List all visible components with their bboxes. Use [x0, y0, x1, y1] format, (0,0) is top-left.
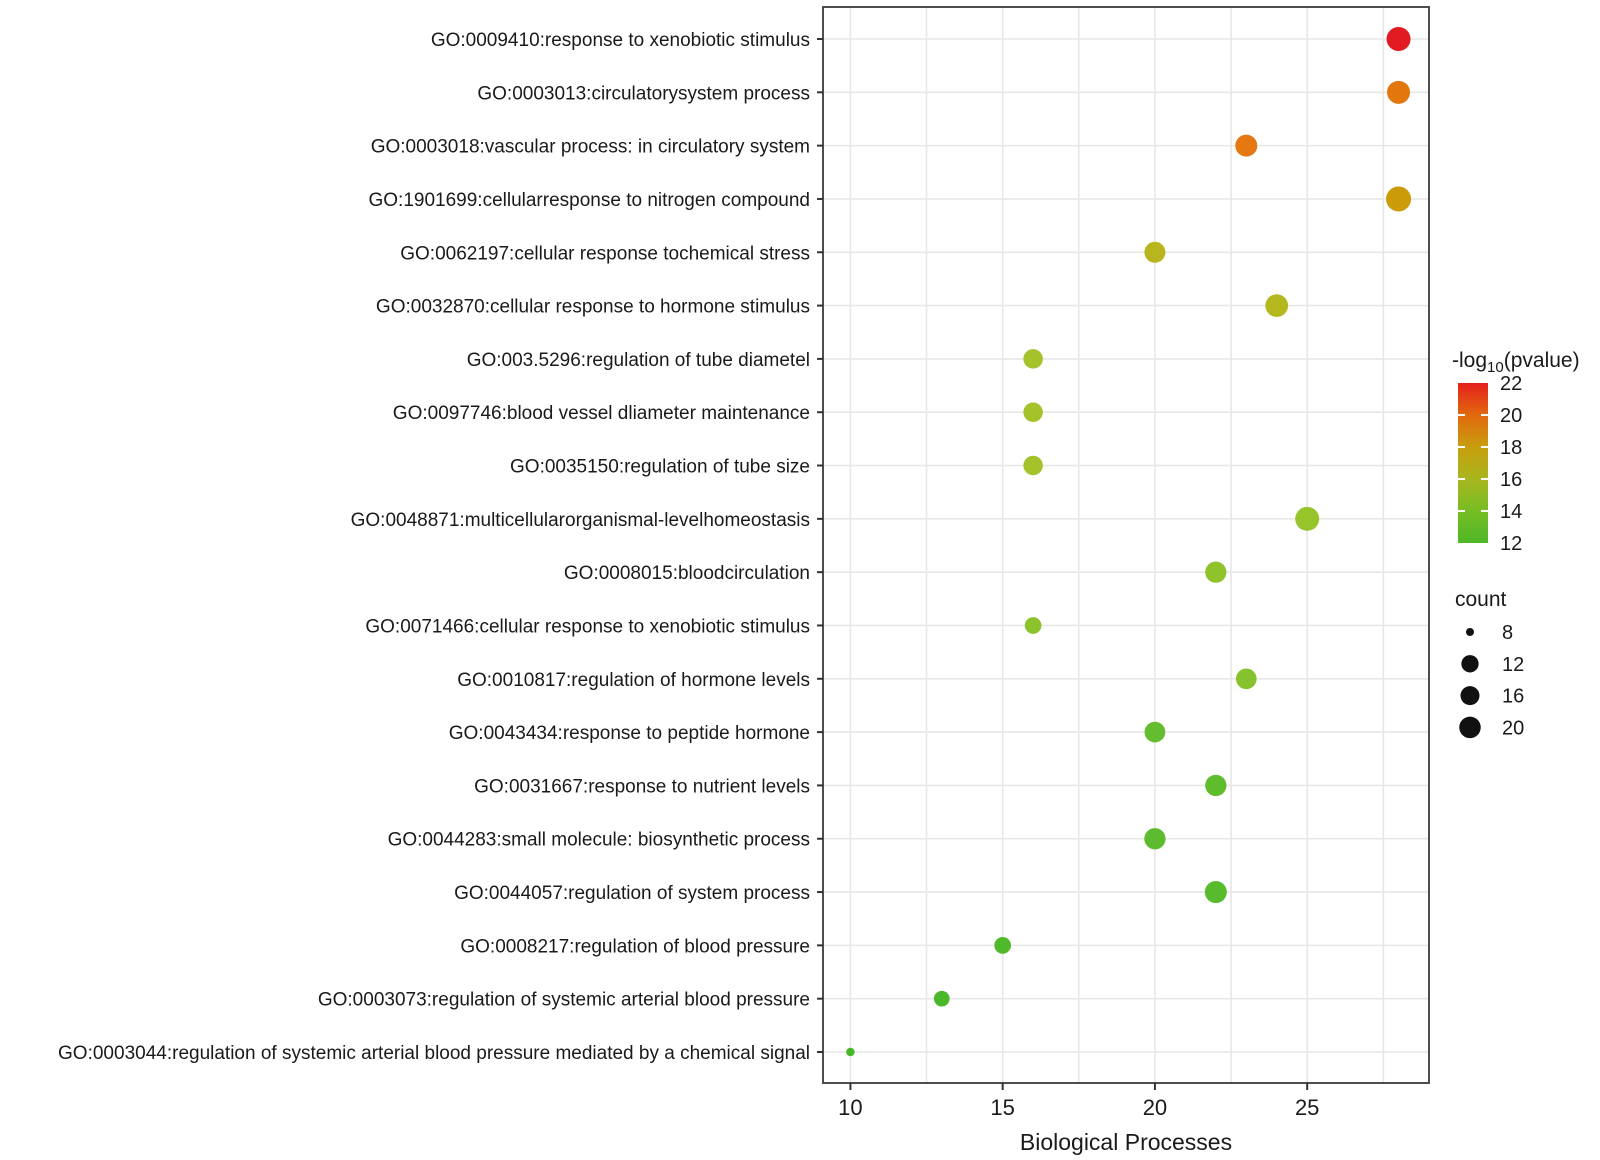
data-point — [1024, 617, 1042, 634]
data-point — [994, 937, 1012, 954]
gridlines — [823, 7, 1429, 1083]
y-axis-label: GO:0009410:response to xenobiotic stimul… — [431, 30, 810, 51]
data-point — [1144, 241, 1166, 263]
colorbar-labels: 22 20 18 16 14 12 — [1500, 373, 1522, 555]
y-axis-label: GO:0003013:circulatorysystem process — [477, 83, 810, 104]
x-axis-tick-label: 10 — [838, 1095, 862, 1120]
y-axis-label: GO:0097746:blood vessel dliameter mainte… — [393, 403, 810, 424]
y-axis-label: GO:0003044:regulation of systemic arteri… — [58, 1043, 810, 1064]
size-legend-label: 16 — [1502, 686, 1524, 708]
data-point — [846, 1047, 855, 1057]
plot-panel-border — [822, 6, 1430, 1084]
size-legend-entries: 8 12 16 20 — [1459, 622, 1524, 739]
size-legend-dot — [1460, 686, 1480, 706]
data-point — [1265, 294, 1289, 317]
size-legend-dot — [1461, 655, 1479, 673]
y-axis-label: GO:003.5296:regulation of tube diametel — [467, 350, 810, 371]
pvalue-color-legend: -log10(pvalue) 22 20 18 16 14 12 — [1452, 349, 1580, 555]
y-axis-label: GO:0048871:multicellularorganismal-level… — [351, 510, 810, 531]
y-axis-label: GO:0003018:vascular process: in circulat… — [371, 137, 810, 158]
colorbar-tick-label: 18 — [1500, 437, 1522, 459]
y-axis: GO:0009410:response to xenobiotic stimul… — [58, 30, 823, 1064]
y-axis-label: GO:0044283:small molecule: biosynthetic … — [388, 830, 810, 851]
data-point — [1386, 186, 1412, 212]
data-point — [933, 990, 950, 1007]
x-axis-title: Biological Processes — [1020, 1129, 1232, 1155]
size-legend-label: 12 — [1502, 654, 1524, 676]
size-legend-label: 8 — [1502, 622, 1513, 644]
y-axis-label: GO:1901699:cellularresponse to nitrogen … — [368, 190, 810, 211]
x-axis-tick-label: 25 — [1295, 1095, 1319, 1120]
y-axis-label: GO:0044057:regulation of system process — [454, 883, 810, 904]
count-size-legend: count 8 12 16 20 — [1455, 588, 1524, 739]
y-axis-label: GO:0043434:response to peptide hormone — [449, 723, 810, 744]
y-axis-label: GO:0008217:regulation of blood pressure — [460, 936, 810, 957]
y-axis-label: GO:0003073:regulation of systemic arteri… — [318, 990, 810, 1011]
y-axis-label: GO:0008015:bloodcirculation — [564, 563, 810, 584]
x-axis-tick-label: 20 — [1143, 1095, 1167, 1120]
data-point — [1144, 721, 1166, 743]
data-point — [1387, 80, 1411, 104]
y-axis-label: GO:0010817:regulation of hormone levels — [457, 670, 810, 691]
size-legend-label: 20 — [1502, 717, 1524, 739]
colorbar-tick-label: 20 — [1500, 405, 1522, 427]
pvalue-colorbar — [1458, 383, 1488, 543]
size-legend-title: count — [1455, 588, 1507, 611]
colorbar-tick-label: 14 — [1500, 501, 1522, 523]
data-point — [1205, 561, 1227, 583]
colorbar-tick-label: 12 — [1500, 533, 1522, 555]
size-legend-dot — [1466, 628, 1474, 636]
y-axis-label: GO:0062197:cellular response tochemical … — [400, 243, 810, 264]
y-axis-label: GO:0071466:cellular response to xenobiot… — [365, 616, 810, 637]
x-axis-tick-label: 15 — [990, 1095, 1014, 1120]
data-point — [1386, 27, 1411, 51]
y-axis-label: GO:0032870:cellular response to hormone … — [376, 297, 810, 318]
data-point — [1144, 828, 1166, 850]
y-axis-label: GO:0035150:regulation of tube size — [510, 457, 810, 478]
data-points — [846, 27, 1412, 1057]
data-point — [1023, 402, 1043, 422]
x-axis: 10 15 20 25 — [838, 1083, 1319, 1120]
data-point — [1204, 881, 1227, 904]
data-point — [1023, 349, 1043, 369]
data-point — [1205, 774, 1227, 797]
y-axis-label: GO:0031667:response to nutrient levels — [474, 776, 810, 797]
colorbar-tick-label: 16 — [1500, 469, 1522, 491]
size-legend-dot — [1459, 716, 1481, 739]
color-legend-title-subscript: 10 — [1487, 359, 1504, 376]
color-legend-title: -log10(pvalue) — [1452, 349, 1580, 376]
data-point — [1235, 668, 1257, 690]
data-point — [1235, 134, 1258, 157]
data-point — [1023, 455, 1043, 476]
colorbar-tick-label: 22 — [1500, 373, 1522, 395]
data-point — [1295, 506, 1320, 531]
colorbar-ticks — [1458, 414, 1488, 512]
